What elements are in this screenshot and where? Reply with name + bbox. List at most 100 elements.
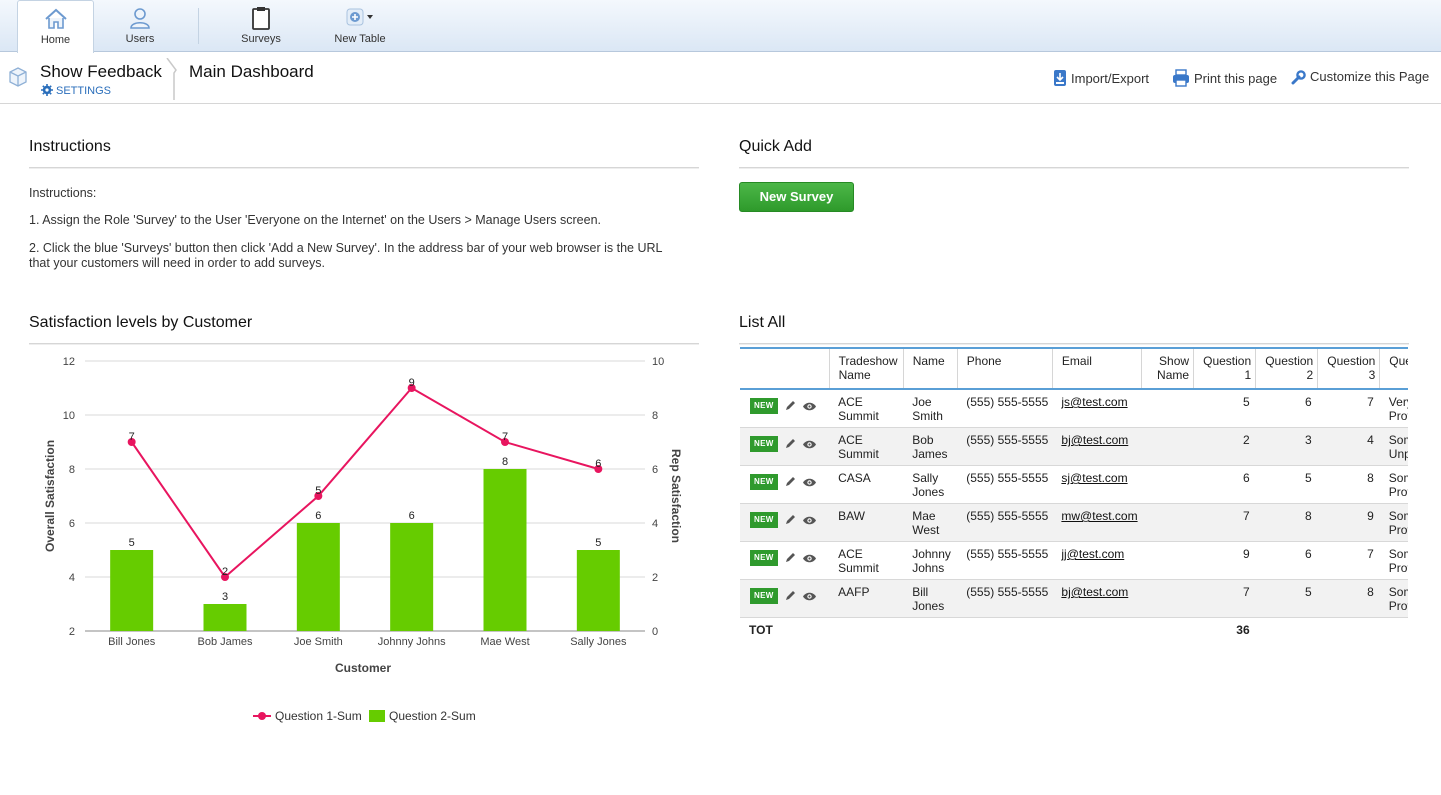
- cell-question-3: 7: [1317, 541, 1380, 580]
- import-export-label: Import/Export: [1071, 71, 1150, 86]
- pencil-icon[interactable]: [784, 399, 797, 412]
- y-tick-label: 10: [63, 410, 75, 422]
- clipboard-icon: [252, 7, 270, 30]
- cell-email: jj@test.com: [1052, 541, 1142, 580]
- nav-users[interactable]: Users: [104, 0, 176, 52]
- table-row[interactable]: NEW ACE Summit Joe Smith (555) 555-5555 js@tes…: [740, 389, 1408, 428]
- bar: [483, 469, 527, 631]
- legend-line-marker: [258, 712, 266, 720]
- cell-question-2: 6: [1255, 389, 1318, 428]
- total-empty-cell: [1255, 617, 1318, 637]
- pencil-icon[interactable]: [784, 551, 797, 564]
- email-link[interactable]: js@test.com: [1061, 395, 1128, 409]
- instructions-title: Instructions: [29, 138, 111, 155]
- eye-icon[interactable]: [802, 591, 817, 602]
- nav-home-label: Home: [40, 34, 71, 46]
- column-header[interactable]: Ques: [1379, 347, 1408, 390]
- table-row[interactable]: NEW CASA Sally Jones (555) 555-5555 sj@test.c…: [740, 465, 1408, 504]
- column-header[interactable]: Question 1: [1193, 347, 1256, 390]
- email-link[interactable]: bj@test.com: [1061, 433, 1129, 447]
- x-tick-label: Mae West: [480, 636, 529, 648]
- cell-show-name: [1141, 503, 1194, 542]
- x-axis-title: Customer: [335, 661, 391, 675]
- line-point: [501, 438, 509, 446]
- email-link[interactable]: mw@test.com: [1061, 509, 1138, 523]
- new-survey-button[interactable]: New Survey: [739, 182, 854, 212]
- top-nav-bar: Home Users Surveys New Table: [0, 0, 1441, 53]
- nav-users-label: Users: [125, 33, 155, 45]
- eye-icon[interactable]: [802, 401, 817, 412]
- column-header[interactable]: Email: [1051, 347, 1142, 390]
- nav-surveys[interactable]: Surveys: [225, 0, 297, 52]
- cell-question-1: 5: [1193, 389, 1256, 428]
- import-export-link[interactable]: Import/Export: [1053, 69, 1149, 87]
- y2-tick-label: 2: [652, 572, 658, 584]
- email-link[interactable]: bj@test.com: [1061, 585, 1129, 599]
- cell-question-2: 5: [1255, 465, 1318, 504]
- records-table: Tradeshow Name Name Phone Email Show Name Quest…: [740, 347, 1408, 637]
- line-point: [594, 465, 603, 473]
- column-header[interactable]: Question 3: [1317, 347, 1380, 390]
- eye-icon[interactable]: [802, 553, 817, 564]
- bar: [576, 550, 620, 631]
- pencil-icon[interactable]: [784, 513, 797, 526]
- cell-question-2: 5: [1255, 579, 1318, 618]
- column-header[interactable]: Name: [902, 347, 958, 390]
- new-badge[interactable]: NEW: [750, 588, 778, 604]
- bar-data-label: 5: [595, 537, 601, 549]
- bar-data-label: 8: [502, 456, 508, 468]
- new-badge[interactable]: NEW: [750, 398, 778, 414]
- settings-link[interactable]: SETTINGS: [41, 84, 111, 97]
- instructions-heading: Instructions:: [29, 186, 97, 200]
- app-title[interactable]: Show Feedback: [40, 62, 162, 81]
- y-axis-title: Overall Satisfaction: [43, 440, 57, 552]
- row-actions: NEW: [740, 579, 830, 618]
- new-badge[interactable]: NEW: [750, 436, 778, 452]
- list-divider: [739, 343, 1409, 345]
- eye-icon[interactable]: [802, 439, 817, 450]
- chevron-down-icon: [367, 15, 373, 19]
- column-header[interactable]: Tradeshow Name: [828, 347, 904, 390]
- email-link[interactable]: jj@test.com: [1061, 547, 1125, 561]
- cell-question-3: 8: [1317, 465, 1380, 504]
- cell-tradeshow: ACE Summit: [829, 389, 904, 428]
- cell-question-3: 8: [1317, 579, 1380, 618]
- eye-icon[interactable]: [802, 477, 817, 488]
- line-data-label: 2: [222, 566, 228, 578]
- table-row[interactable]: NEW ACE Summit Johnny Johns (555) 555-5555 jj@…: [740, 541, 1408, 580]
- pencil-icon[interactable]: [784, 475, 797, 488]
- column-header[interactable]: Question 2: [1255, 347, 1318, 390]
- customize-page-link[interactable]: Customize this Page: [1291, 69, 1429, 85]
- nav-home[interactable]: Home: [17, 0, 94, 53]
- bar: [390, 523, 434, 631]
- y-tick-label: 2: [69, 626, 75, 638]
- email-link[interactable]: sj@test.com: [1061, 471, 1128, 485]
- y-tick-label: 12: [63, 356, 75, 368]
- new-badge[interactable]: NEW: [750, 474, 778, 490]
- column-header[interactable]: Phone: [956, 347, 1053, 390]
- line-data-label: 7: [502, 431, 508, 443]
- nav-new-table[interactable]: New Table: [320, 0, 400, 52]
- cell-show-name: [1141, 465, 1194, 504]
- row-actions: NEW: [740, 541, 830, 580]
- new-badge[interactable]: NEW: [750, 512, 778, 528]
- x-tick-label: Johnny Johns: [378, 636, 446, 648]
- row-actions: NEW: [740, 465, 830, 504]
- eye-icon[interactable]: [802, 515, 817, 526]
- table-row[interactable]: NEW ACE Summit Bob James (555) 555-5555 bj@tes…: [740, 427, 1408, 466]
- cell-name: Bob James: [903, 427, 958, 466]
- new-badge[interactable]: NEW: [750, 550, 778, 566]
- import-icon: [1054, 70, 1066, 86]
- cell-question-1: 2: [1193, 427, 1256, 466]
- table-row[interactable]: NEW BAW Mae West (555) 555-5555 mw@test.com 7 8…: [740, 503, 1408, 542]
- cell-question-2: 8: [1255, 503, 1318, 542]
- table-row[interactable]: NEW AAFP Bill Jones (555) 555-5555 bj@test.co…: [740, 579, 1408, 618]
- print-link[interactable]: Print this page: [1172, 69, 1277, 87]
- pencil-icon[interactable]: [784, 437, 797, 450]
- cell-question-4: SomUnpr: [1379, 427, 1408, 466]
- column-header[interactable]: Show Name: [1140, 347, 1194, 390]
- pencil-icon[interactable]: [784, 589, 797, 602]
- total-empty-cell: [1317, 617, 1380, 637]
- legend-line-label: Question 1-Sum: [275, 709, 362, 723]
- records-table-wrapper[interactable]: Tradeshow Name Name Phone Email Show Name Quest…: [740, 347, 1408, 637]
